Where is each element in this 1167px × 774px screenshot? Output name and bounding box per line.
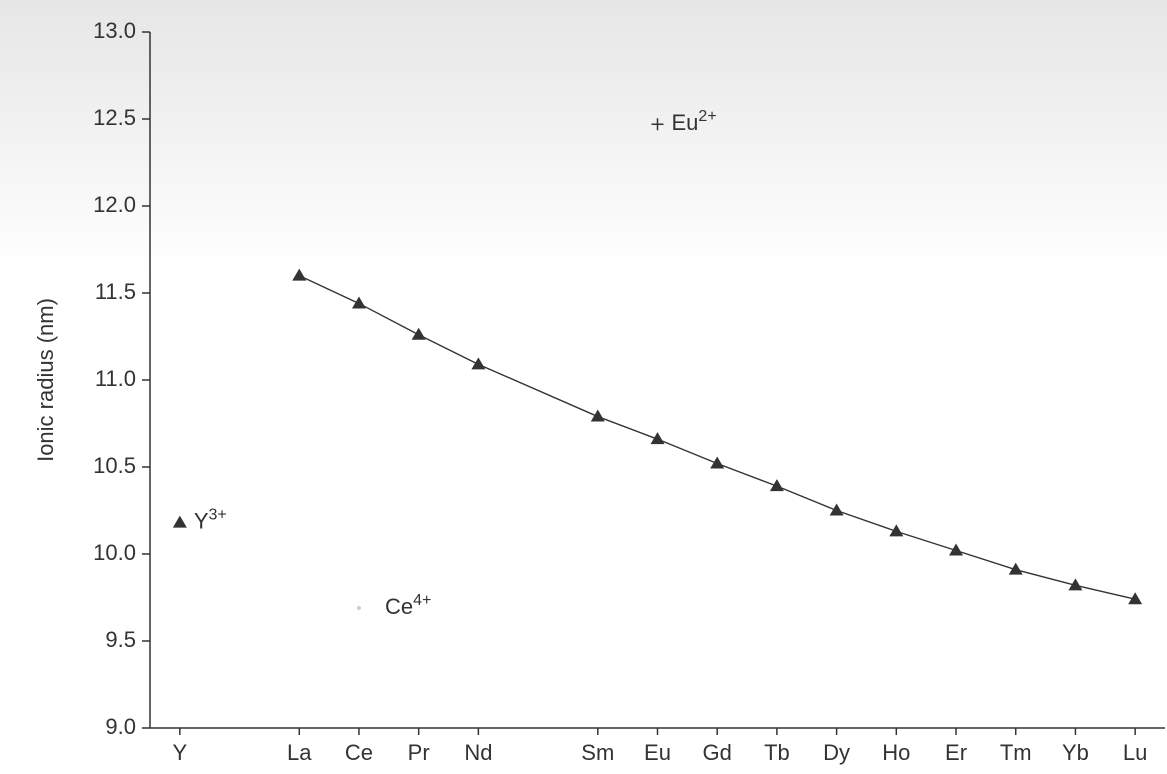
marker: [710, 456, 725, 469]
marker: [1128, 592, 1143, 605]
y-tick-label: 10.5: [93, 453, 136, 478]
label-superscript: 4+: [413, 592, 431, 609]
label-superscript: 3+: [209, 507, 227, 524]
label-text: Y: [194, 508, 209, 533]
marker: [471, 357, 486, 370]
x-tick-label: Ho: [882, 740, 910, 765]
y-tick-label: 11.5: [95, 279, 136, 304]
marker: [889, 524, 904, 537]
marker: [1008, 562, 1023, 575]
y-tick-label: 11.0: [95, 366, 136, 391]
point-label: Ce4+: [385, 592, 431, 619]
x-tick-label: Tb: [764, 740, 790, 765]
marker: [292, 268, 307, 281]
y-tick-label: 12.5: [93, 105, 136, 130]
y-tick-label: 9.0: [105, 714, 136, 739]
x-tick-label: Er: [945, 740, 967, 765]
x-tick-label: Tm: [1000, 740, 1032, 765]
x-tick-label: Sm: [581, 740, 614, 765]
y-axis-label: Ionic radius (nm): [33, 298, 58, 462]
y-tick-label: 9.5: [105, 627, 136, 652]
marker: [356, 605, 361, 610]
x-tick-label: Nd: [464, 740, 492, 765]
marker: [351, 296, 366, 309]
label-superscript: 2+: [698, 108, 716, 125]
marker: [172, 515, 187, 528]
x-tick-label: Yb: [1062, 740, 1089, 765]
x-tick-label: Dy: [823, 740, 850, 765]
marker: [769, 479, 784, 492]
marker: [949, 543, 964, 556]
point-label: Y3+: [194, 507, 227, 534]
marker: [1068, 578, 1083, 591]
label-text: Eu: [672, 110, 699, 135]
marker: [590, 409, 605, 422]
y-tick-label: 13.0: [93, 18, 136, 43]
x-tick-label: Pr: [408, 740, 430, 765]
marker: [829, 503, 844, 516]
label-text: Ce: [385, 594, 413, 619]
x-tick-label: La: [287, 740, 312, 765]
point-label: Eu2+: [672, 108, 717, 135]
x-tick-label: Lu: [1123, 740, 1147, 765]
marker: [411, 327, 426, 340]
marker: [650, 432, 665, 445]
x-tick-label: Ce: [345, 740, 373, 765]
y-tick-label: 12.0: [93, 192, 136, 217]
x-tick-label: Eu: [644, 740, 671, 765]
x-tick-label: Gd: [703, 740, 732, 765]
y-tick-label: 10.0: [93, 540, 136, 565]
trend-line: [298, 274, 1136, 600]
marker: [651, 118, 664, 131]
x-tick-label: Y: [173, 740, 188, 765]
